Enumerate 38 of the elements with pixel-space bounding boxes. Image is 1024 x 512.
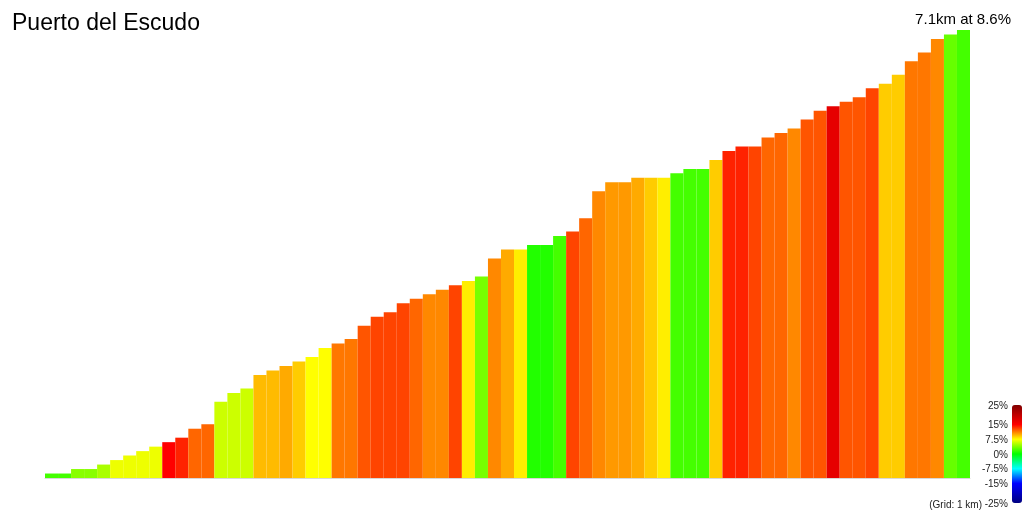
bar	[279, 366, 293, 478]
bar	[474, 276, 488, 478]
color-bar-label: 0%	[993, 448, 1009, 460]
bar	[579, 218, 593, 478]
bar	[514, 249, 528, 478]
chart-title: Puerto del Escudo	[12, 8, 200, 35]
bar	[97, 464, 111, 478]
color-bar-label: -15%	[984, 477, 1009, 489]
bar	[162, 442, 176, 478]
bar	[748, 146, 762, 478]
bar	[826, 106, 840, 478]
bar	[553, 236, 567, 478]
color-bar-label: 7.5%	[985, 433, 1009, 445]
bar	[657, 177, 671, 478]
bar	[644, 177, 658, 478]
text: (Grid: 1 km)	[929, 498, 982, 510]
bar	[461, 280, 475, 478]
bar	[448, 285, 462, 478]
bar	[709, 159, 723, 478]
bar	[592, 191, 606, 478]
bar	[631, 177, 645, 478]
bar	[357, 325, 371, 478]
chart-subtitle: 7.1km at 8.6%	[915, 10, 1012, 27]
bar	[487, 258, 501, 478]
bar	[865, 88, 879, 478]
bar	[409, 298, 423, 478]
bar	[566, 231, 580, 478]
bar	[292, 361, 306, 478]
color-bar-label: -7.5%	[981, 463, 1009, 475]
bar	[943, 34, 957, 478]
bar	[930, 38, 944, 478]
bar	[500, 249, 515, 478]
bar	[956, 30, 970, 478]
color-bar-label: 15%	[987, 419, 1009, 431]
bar	[175, 437, 189, 478]
color-bar-label: 25%	[987, 399, 1009, 411]
color-bar-label: -25%	[984, 497, 1009, 509]
bar	[787, 128, 801, 478]
